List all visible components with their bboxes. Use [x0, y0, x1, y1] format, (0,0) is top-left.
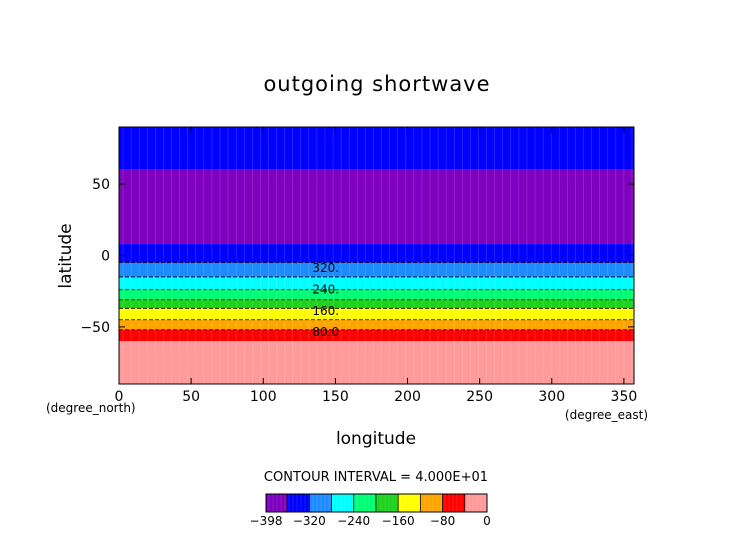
contour-labels: 320. 240. 160. 80.0 [312, 261, 339, 339]
x-tick-label: 100 [250, 389, 277, 405]
y-unit-label: (degree_north) [46, 401, 136, 415]
contour-label: 160. [312, 304, 339, 318]
x-axis-label: longitude [336, 429, 416, 449]
contour-label: 320. [312, 261, 339, 275]
colorbar [265, 493, 488, 513]
colorbar-swatch [464, 494, 487, 512]
band-3 [119, 262, 634, 277]
colorbar-swatch [331, 494, 354, 512]
colorbar-swatch [375, 494, 399, 512]
band-8 [119, 319, 634, 330]
band-9 [119, 329, 634, 342]
colorbar-tick-label: 0 [483, 514, 491, 528]
contour-label: 240. [312, 282, 339, 296]
plot-grid [122, 127, 633, 384]
contour-label: 80.0 [312, 325, 339, 339]
colorbar-swatch [287, 494, 310, 512]
colorbar-swatch [442, 494, 465, 512]
band-0 [119, 127, 634, 170]
x-unit-label: (degree_east) [565, 408, 648, 422]
band-1 [119, 169, 634, 245]
colorbar-swatch [266, 494, 288, 512]
colorbar-swatch [398, 494, 421, 512]
band-5 [119, 289, 634, 300]
y-axis-label: latitude [56, 223, 76, 288]
band-4 [119, 276, 634, 290]
band-10 [119, 341, 634, 384]
colorbar-tick-label: −80 [430, 514, 455, 528]
x-axis-ticks: 0 50 100 150 200 250 300 350 [115, 127, 638, 405]
contour-lines [119, 262, 634, 331]
colorbar-swatch [420, 494, 443, 512]
colorbar-tick-label: −240 [337, 514, 370, 528]
colorbar-tick-label: −398 [250, 514, 283, 528]
y-tick-label: 50 [92, 177, 110, 193]
colorbar-swatch [309, 494, 332, 512]
y-axis-ticks: −50 0 50 [80, 177, 634, 336]
contour-interval-text: CONTOUR INTERVAL = 4.000E+01 [264, 470, 488, 485]
chart-title: outgoing shortwave [263, 72, 490, 96]
plot-area [119, 127, 634, 384]
band-7 [119, 308, 634, 320]
colorbar-frame [265, 493, 488, 513]
x-tick-label: 200 [394, 389, 421, 405]
colorbar-tick-labels: −398 −320 −240 −160 −80 0 [250, 514, 491, 528]
band-6 [119, 299, 634, 309]
band-2 [119, 244, 634, 263]
x-tick-label: 150 [322, 389, 349, 405]
y-tick-label: 0 [101, 249, 110, 265]
colorbar-swatch [353, 494, 376, 512]
x-tick-label: 350 [611, 389, 638, 405]
x-tick-label: 0 [115, 389, 124, 405]
y-tick-label: −50 [80, 320, 110, 336]
x-tick-label: 300 [538, 389, 565, 405]
colorbar-tick-label: −160 [382, 514, 415, 528]
x-tick-label: 50 [182, 389, 200, 405]
colorbar-tick-label: −320 [293, 514, 326, 528]
x-tick-label: 250 [466, 389, 493, 405]
